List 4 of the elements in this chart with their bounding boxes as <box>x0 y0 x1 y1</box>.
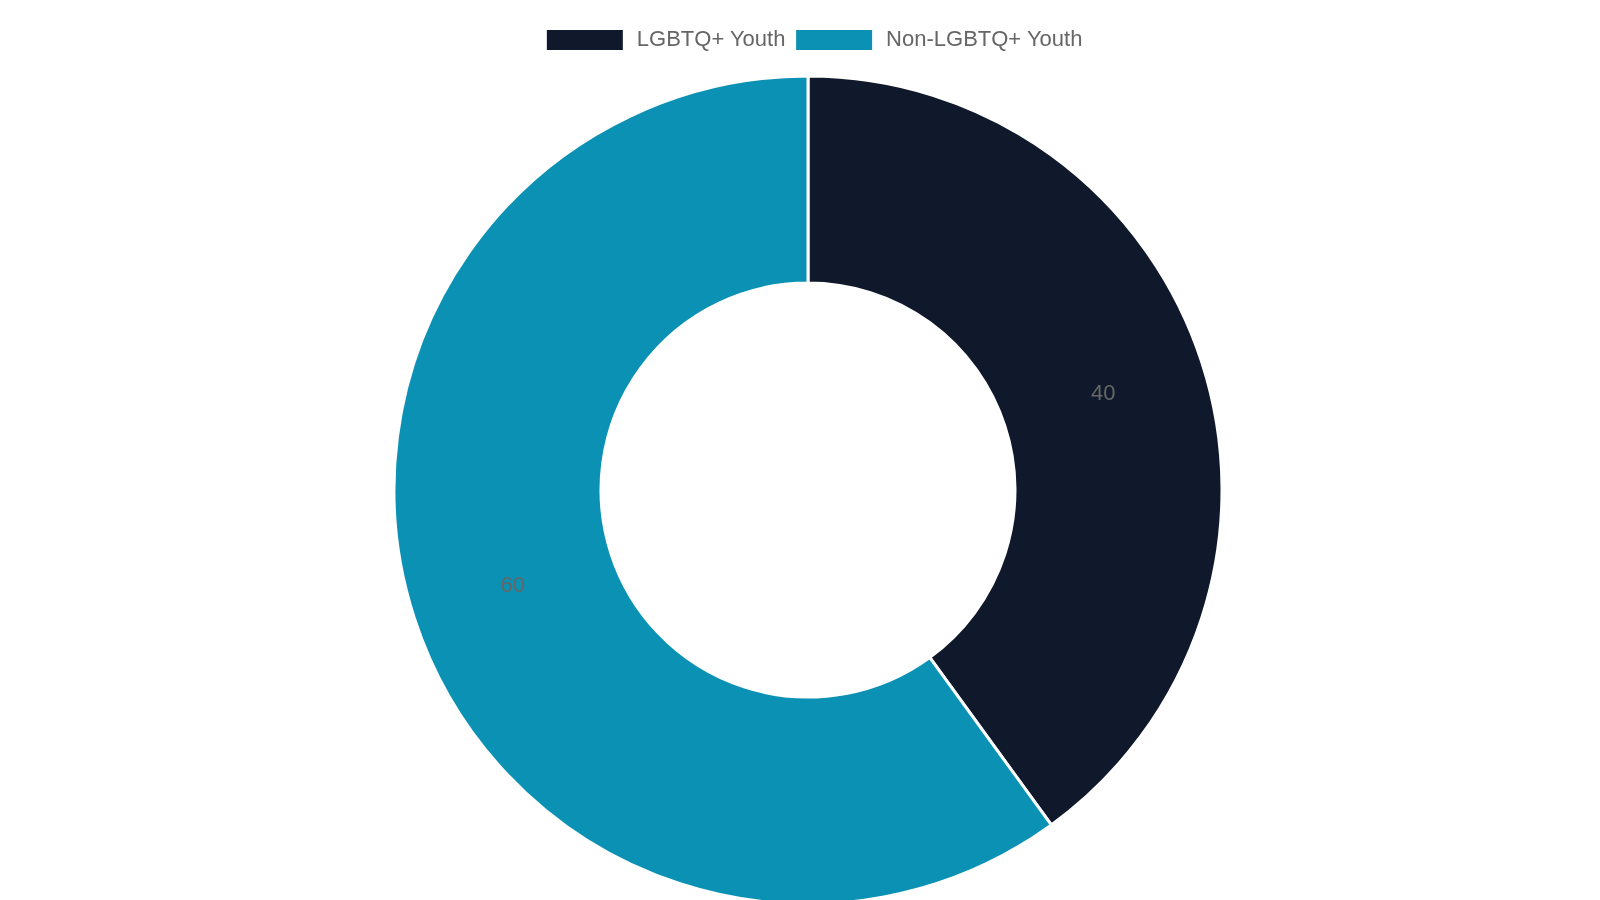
legend-label: LGBTQ+ Youth <box>636 25 786 51</box>
data-label: 40 <box>1091 379 1116 405</box>
legend-label: Non-LGBTQ+ Youth <box>886 25 1083 51</box>
data-label: 60 <box>500 571 525 597</box>
